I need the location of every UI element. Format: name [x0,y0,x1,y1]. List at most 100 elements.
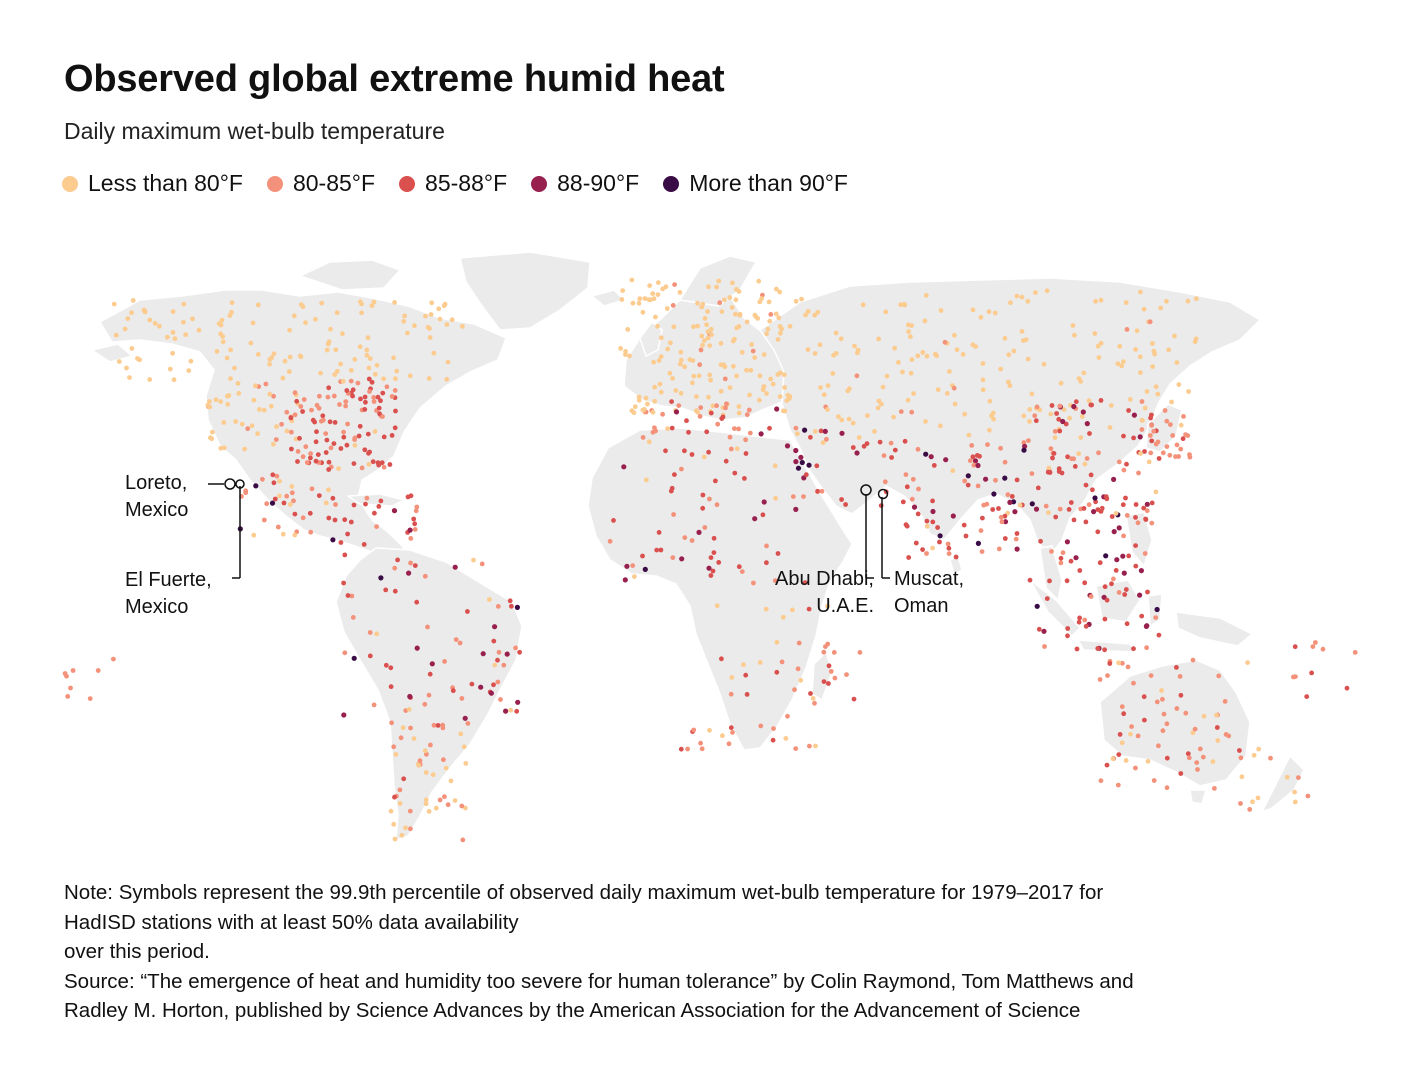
station-dot-lt80 [879,401,884,407]
loreto-marker [224,478,236,490]
station-dot-lt80 [429,300,435,306]
station-dot-c80_85 [317,393,322,399]
station-dot-lt80 [820,440,826,446]
station-dot-lt80 [218,399,224,404]
station-dot-lt80 [448,778,454,784]
station-dot-c88_90 [492,624,498,630]
station-dot-c80_85 [425,624,430,630]
station-dot-c85_88 [678,746,684,752]
station-dot-lt80 [1061,407,1067,412]
station-dot-c85_88 [843,502,848,507]
station-dot-c85_88 [742,476,747,481]
station-dot-lt80 [1127,397,1133,402]
station-dot-c85_88 [1133,502,1139,507]
station-dot-gt90 [330,537,336,543]
station-dot-c80_85 [1170,433,1176,438]
station-dot-lt80 [1172,333,1177,339]
station-dot-lt80 [1079,414,1085,419]
legend-label-88-90: 88-90°F [557,170,640,196]
station-dot-c85_88 [514,708,520,714]
station-dot-c85_88 [427,671,433,677]
station-dot-gt90 [975,540,982,547]
station-dot-c85_88 [1156,456,1162,461]
station-dot-c80_85 [1178,446,1184,452]
callout-abu-dhabi: Abu Dhabi, U.A.E. [748,566,874,620]
station-dot-c85_88 [1083,482,1089,488]
station-dot-c80_85 [1223,732,1229,737]
station-dot-c85_88 [338,446,344,451]
station-dot-c80_85 [1149,423,1155,428]
station-dot-lt80 [645,401,650,407]
station-dot-lt80 [810,696,816,701]
station-dot-c85_88 [320,413,326,419]
station-dot-lt80 [228,347,234,353]
station-dot-c80_85 [962,478,968,484]
station-dot-lt80 [729,305,735,310]
station-dot-lt80 [1292,789,1297,795]
station-dot-c80_85 [807,743,812,749]
station-dot-lt80 [358,299,363,305]
station-dot-lt80 [651,359,656,365]
station-dot-c85_88 [380,390,386,396]
station-dot-c80_85 [898,409,904,414]
station-dot-lt80 [980,387,986,393]
station-dot-lt80 [348,367,354,373]
station-dot-lt80 [1169,399,1174,405]
station-dot-c80_85 [407,808,413,814]
station-dot-lt80 [167,366,173,372]
station-dot-c85_88 [1126,408,1131,413]
station-dot-c85_88 [937,539,942,545]
station-dot-c80_85 [1160,728,1166,734]
station-dot-c88_90 [928,454,934,460]
station-dot-c80_85 [1161,711,1167,717]
station-dot-lt80 [1082,461,1088,467]
station-dot-c80_85 [408,725,413,731]
station-dot-c80_85 [374,524,379,529]
station-dot-lt80 [665,346,671,352]
station-dot-c80_85 [275,524,281,530]
station-dot-lt80 [1186,389,1191,394]
station-dot-lt80 [775,337,781,342]
station-dot-lt80 [924,353,930,359]
station-dot-c85_88 [271,480,277,486]
station-dot-gt90 [965,473,971,479]
callout-el-fuerte-line1: El Fuerte, [125,569,212,591]
station-dot-c80_85 [670,555,676,560]
station-dot-c85_88 [775,551,781,556]
note-text: Note: Symbols represent the 99.9th perce… [64,881,1104,963]
station-dot-lt80 [774,286,779,292]
station-dot-c85_88 [728,725,734,731]
station-dot-c85_88 [1109,581,1114,587]
station-dot-lt80 [372,429,378,434]
station-dot-c80_85 [676,403,682,408]
station-dot-lt80 [426,809,432,814]
station-dot-c85_88 [1002,536,1008,541]
station-dot-c80_85 [513,645,518,651]
station-dot-c88_90 [414,645,420,651]
station-dot-c85_88 [1124,461,1129,467]
station-dot-c80_85 [1320,646,1326,652]
station-dot-lt80 [287,327,292,333]
station-dot-c85_88 [611,518,616,523]
station-dot-c85_88 [974,453,980,458]
station-dot-lt80 [678,349,684,355]
station-dot-c80_85 [1174,442,1180,448]
station-dot-lt80 [393,376,398,382]
station-dot-lt80 [664,306,670,311]
station-dot-c80_85 [1174,706,1180,711]
station-dot-lt80 [690,358,696,363]
station-dot-c80_85 [308,451,313,457]
station-dot-c85_88 [412,563,418,568]
station-dot-c80_85 [273,437,279,442]
station-dot-c80_85 [1238,801,1243,806]
station-dot-lt80 [369,303,375,309]
station-dot-lt80 [431,350,437,356]
station-dot-lt80 [782,408,788,414]
station-dot-c80_85 [264,501,270,507]
land-sumatra [1029,579,1081,637]
station-dot-c88_90 [429,661,435,667]
station-dot-lt80 [1164,298,1169,304]
station-dot-lt80 [799,296,804,302]
station-dot-lt80 [714,603,720,609]
station-dot-c80_85 [915,446,921,452]
